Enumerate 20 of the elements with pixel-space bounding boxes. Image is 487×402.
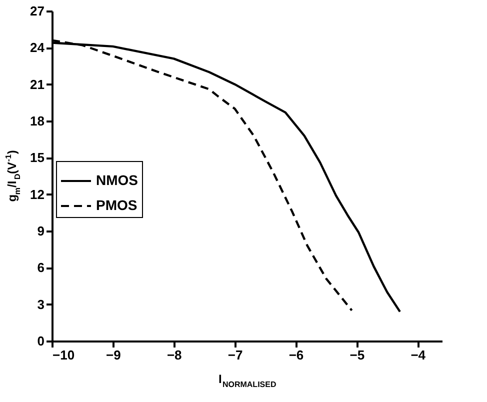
- y-tick-label: 9: [37, 224, 44, 238]
- legend-label: PMOS: [96, 197, 138, 213]
- x-tick-label: −4: [410, 348, 426, 362]
- y-tick-label: 0: [37, 334, 44, 348]
- y-axis-title: gm/ID(V-1): [4, 150, 22, 202]
- legend-label: NMOS: [96, 172, 138, 188]
- y-tick-label: 6: [37, 260, 44, 276]
- y-tick-label: 12: [30, 186, 44, 202]
- x-tick-label: −8: [166, 348, 182, 362]
- x-tick-label: −9: [106, 348, 121, 362]
- x-tick-label: −10: [52, 348, 75, 362]
- y-tick-label: 21: [30, 76, 44, 92]
- y-tick-label: 27: [30, 4, 44, 18]
- y-tick-label: 3: [37, 296, 44, 312]
- y-tick-label: 24: [30, 40, 46, 56]
- x-tick-label: −5: [350, 348, 365, 362]
- y-tick-label: 15: [30, 150, 44, 166]
- x-tick-label: −6: [288, 348, 304, 362]
- y-tick-label: 18: [30, 114, 44, 128]
- x-tick-label: −7: [228, 348, 243, 362]
